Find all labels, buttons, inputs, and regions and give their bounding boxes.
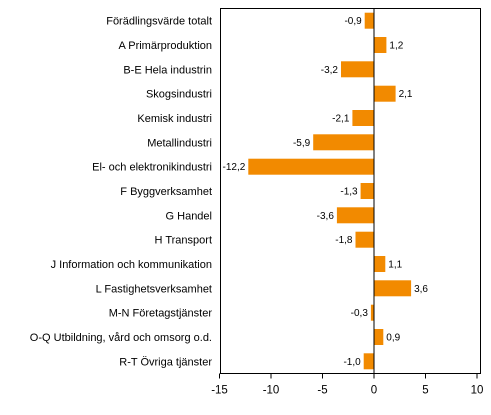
x-tick-label: -10 (263, 385, 280, 397)
bar (352, 110, 374, 126)
category-label: M-N Företagstjänster (109, 308, 213, 320)
value-label: -5,9 (293, 138, 311, 149)
value-label: 1,2 (389, 41, 403, 52)
bar (374, 85, 396, 102)
x-tick-label: -5 (317, 385, 327, 397)
bar (374, 256, 386, 272)
category-label: Skogsindustri (146, 89, 212, 101)
bars-group (248, 12, 412, 370)
x-axis-ticks-group: -15 -10 -5 0 5 10 (211, 373, 484, 397)
category-label: L Fastighetsverksamhet (96, 283, 212, 295)
value-labels-group: -0,9 1,2 -3,2 2,1 -2,1 -5,9 -12,2 -1,3 -3,6 -1,8 1… (223, 16, 429, 368)
bar (363, 353, 374, 370)
category-label: O-Q Utbildning, vård och omsorg o.d. (30, 332, 212, 344)
plot-frame (220, 8, 481, 374)
category-label: B-E Hela industrin (123, 64, 212, 76)
bar (370, 304, 374, 321)
bar (336, 207, 374, 224)
category-labels-group: Förädlingsvärde totalt A Primärproduktion… (30, 16, 213, 369)
category-label: A Primärproduktion (118, 40, 212, 52)
category-label: El- och elektronikindustri (92, 162, 212, 174)
category-label: H Transport (155, 235, 212, 247)
value-label: 3,6 (414, 284, 428, 295)
value-label: -12,2 (223, 162, 246, 173)
value-label: -3,2 (321, 65, 339, 76)
bar (355, 231, 374, 248)
category-label: Förädlingsvärde totalt (106, 16, 212, 28)
bar (360, 183, 374, 199)
bar (364, 12, 374, 29)
x-tick-label: -15 (211, 385, 228, 397)
bar (374, 280, 412, 297)
category-label: R-T Övriga tjänster (119, 356, 212, 368)
value-label: -0,9 (344, 16, 362, 27)
value-label: -1,0 (343, 357, 361, 368)
category-label: Kemisk industri (137, 113, 212, 125)
value-label: -3,6 (317, 211, 335, 222)
category-label: F Byggverksamhet (120, 186, 212, 198)
value-label: -2,1 (332, 114, 350, 125)
x-tick-label: 10 (471, 385, 484, 397)
bar (313, 134, 374, 151)
category-label: G Handel (166, 210, 212, 222)
value-label: -0,3 (351, 308, 369, 319)
bar (341, 61, 374, 78)
bar (374, 37, 387, 53)
bar (374, 329, 384, 345)
bar (248, 158, 374, 175)
value-label: -1,3 (340, 187, 358, 198)
category-label: Metallindustri (147, 137, 212, 149)
value-label: -1,8 (335, 235, 353, 246)
x-tick-label: 0 (371, 385, 377, 397)
category-label: J Information och kommunikation (51, 259, 212, 271)
x-tick-label: 5 (422, 385, 428, 397)
value-label: 2,1 (399, 89, 413, 100)
value-label: 0,9 (386, 333, 400, 344)
value-label: 1,1 (388, 260, 402, 271)
